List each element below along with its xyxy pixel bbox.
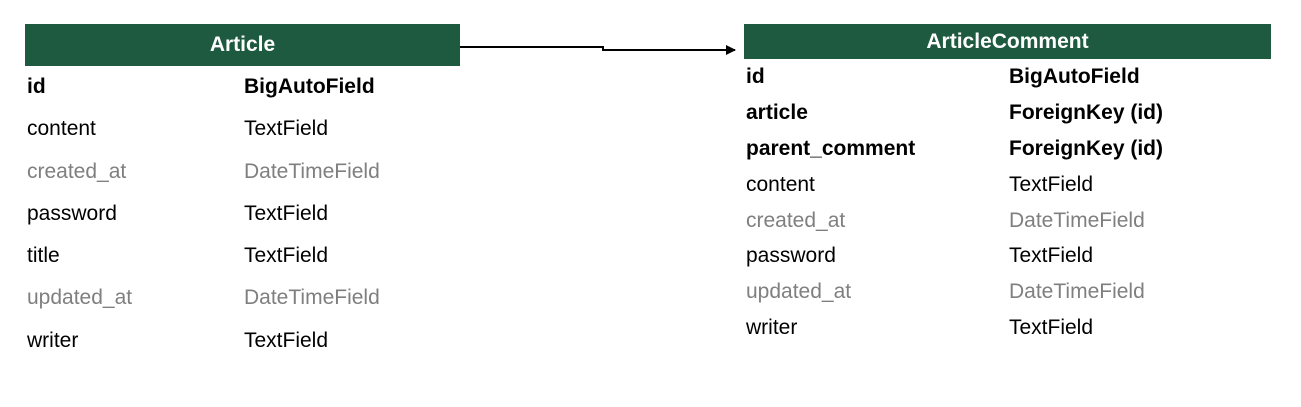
field-name: password (27, 201, 117, 225)
field-type: DateTimeField (244, 286, 380, 310)
field-type: TextField (244, 117, 329, 141)
table-articlecomment: ArticleComment id BigAutoField article Fore… (744, 24, 1271, 346)
field-name: id (27, 75, 46, 98)
field-row: id BigAutoField (744, 59, 1271, 95)
field-name: updated_at (27, 286, 133, 310)
field-row: content TextField (25, 108, 460, 150)
field-row: writer TextField (25, 320, 460, 362)
field-type: BigAutoField (244, 75, 375, 98)
field-name: content (746, 172, 815, 196)
table-article: Article id BigAutoField content TextField cr… (25, 24, 460, 362)
field-row: password TextField (25, 193, 460, 235)
field-name: parent_comment (746, 136, 916, 160)
field-name: password (746, 244, 836, 268)
field-type: TextField (1009, 172, 1094, 196)
field-name: writer (27, 328, 79, 352)
field-row: updated_at DateTimeField (744, 274, 1271, 310)
field-type: DateTimeField (1009, 208, 1145, 232)
field-row: writer TextField (744, 310, 1271, 346)
field-name: created_at (746, 208, 846, 232)
field-type: TextField (244, 201, 329, 225)
field-row: id BigAutoField (25, 66, 460, 108)
field-type: TextField (244, 244, 329, 268)
field-name: article (746, 100, 808, 124)
table-header-articlecomment: ArticleComment (744, 24, 1271, 59)
field-name: id (746, 65, 765, 88)
field-type: ForeignKey (id) (1009, 136, 1164, 160)
field-name: updated_at (746, 280, 852, 304)
field-row: created_at DateTimeField (25, 151, 460, 193)
field-type: BigAutoField (1009, 65, 1140, 88)
field-type: TextField (244, 328, 329, 352)
field-type: TextField (1009, 316, 1094, 340)
field-row: parent_comment ForeignKey (id) (744, 131, 1271, 167)
field-row: content TextField (744, 167, 1271, 203)
field-name: created_at (27, 159, 127, 183)
field-row: created_at DateTimeField (744, 203, 1271, 239)
relation-connector-line (460, 45, 736, 55)
field-type: DateTimeField (1009, 280, 1145, 304)
field-row: article ForeignKey (id) (744, 95, 1271, 131)
field-type: DateTimeField (244, 159, 380, 183)
table-header-article: Article (25, 24, 460, 66)
field-type: TextField (1009, 244, 1094, 268)
field-row: password TextField (744, 238, 1271, 274)
field-row: title TextField (25, 235, 460, 277)
field-name: title (27, 244, 60, 268)
field-name: content (27, 117, 96, 141)
table-rows-article: id BigAutoField content TextField created_at… (25, 66, 460, 362)
field-name: writer (746, 316, 798, 340)
table-rows-articlecomment: id BigAutoField article ForeignKey (id) pare… (744, 59, 1271, 346)
field-type: ForeignKey (id) (1009, 100, 1164, 124)
field-row: updated_at DateTimeField (25, 277, 460, 319)
